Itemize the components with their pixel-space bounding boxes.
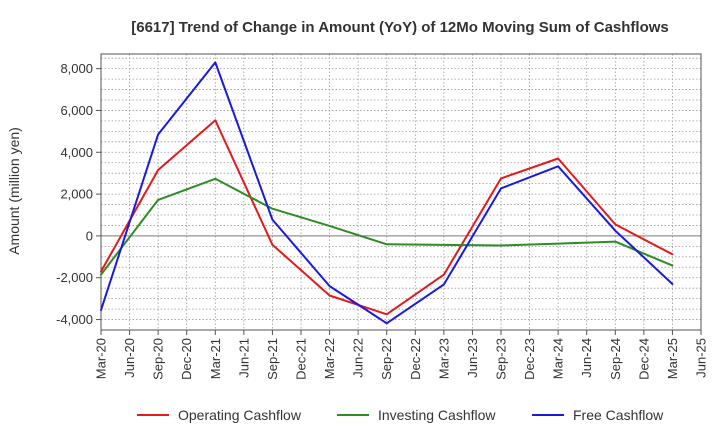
x-tick-label: Jun-25 bbox=[694, 338, 709, 378]
x-tick-label: Mar-23 bbox=[436, 338, 451, 379]
x-tick-label: Jun-23 bbox=[465, 338, 480, 378]
x-tick-label: Sep-21 bbox=[265, 338, 280, 380]
x-tick-label: Sep-23 bbox=[494, 338, 509, 380]
y-axis-label: Amount (million yen) bbox=[6, 127, 22, 255]
x-tick-label: Dec-22 bbox=[408, 338, 423, 380]
x-tick-label: Jun-22 bbox=[351, 338, 366, 378]
x-tick-label: Sep-20 bbox=[151, 338, 166, 380]
x-tick-label: Mar-25 bbox=[665, 338, 680, 379]
investing-cashflow-line bbox=[100, 177, 674, 276]
x-tick-label: Mar-22 bbox=[322, 338, 337, 379]
x-tick-label: Jun-20 bbox=[122, 338, 137, 378]
y-tick-label: 0 bbox=[86, 228, 93, 243]
x-tick-label: Dec-20 bbox=[179, 338, 194, 380]
x-tick-label: Jun-21 bbox=[236, 338, 251, 378]
free-cashflow-legend-label: Free Cashflow bbox=[573, 407, 664, 423]
axes: -4,000 -2,000 0 2,000 4,000 6,000 8,000 Mar-20 J… bbox=[56, 53, 709, 380]
x-tick-label: Sep-22 bbox=[379, 338, 394, 380]
x-tick-label: Mar-21 bbox=[208, 338, 223, 379]
y-tick-label: 8,000 bbox=[60, 61, 93, 76]
investing-cashflow-legend-label: Investing Cashflow bbox=[378, 407, 496, 423]
operating-cashflow-line bbox=[100, 119, 674, 316]
x-tick-label: Dec-21 bbox=[294, 338, 309, 380]
y-tick-label: 4,000 bbox=[60, 145, 93, 160]
x-tick-label: Mar-24 bbox=[551, 338, 566, 379]
x-tick-label: Jun-24 bbox=[579, 338, 594, 378]
x-tick-label: Dec-24 bbox=[636, 338, 651, 380]
x-tick-label: Mar-20 bbox=[94, 338, 109, 379]
x-tick-label: Dec-23 bbox=[522, 338, 537, 380]
gridlines bbox=[100, 54, 702, 331]
plot-frame bbox=[100, 53, 702, 331]
legend: Operating Cashflow Investing Cashflow Free… bbox=[137, 407, 664, 423]
y-tick-label: -2,000 bbox=[56, 270, 93, 285]
y-tick-label: -4,000 bbox=[56, 312, 93, 327]
y-tick-label: 6,000 bbox=[60, 103, 93, 118]
chart-title: [6617] Trend of Change in Amount (YoY) o… bbox=[131, 19, 669, 36]
x-tick-label: Sep-24 bbox=[608, 338, 623, 380]
operating-cashflow-legend-label: Operating Cashflow bbox=[178, 407, 302, 423]
free-cashflow-line bbox=[100, 61, 674, 325]
y-tick-label: 2,000 bbox=[60, 187, 93, 202]
series-lines bbox=[100, 61, 674, 325]
